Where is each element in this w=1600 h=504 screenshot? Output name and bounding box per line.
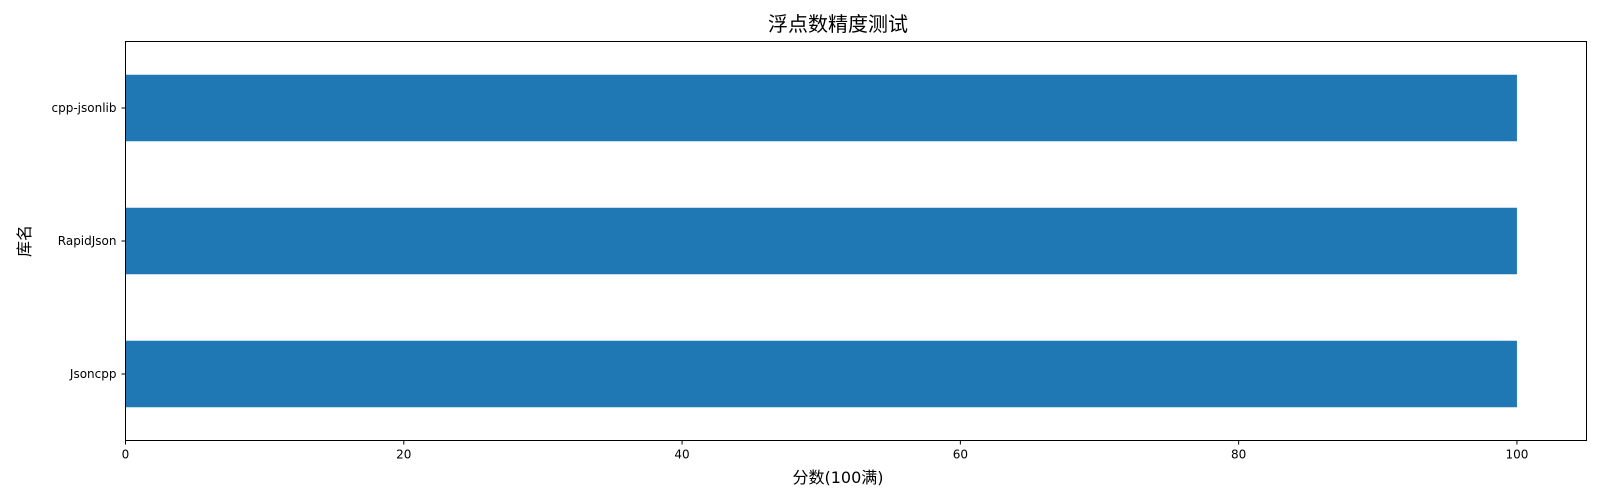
plot-area-frame	[125, 41, 1587, 441]
y-axis-label: 库名	[15, 225, 34, 257]
x-axis-label: 分数(100满)	[792, 468, 883, 487]
x-tick-label: 0	[122, 448, 130, 462]
x-axis-ticks: 0 20 40 60 80 100	[122, 440, 1528, 462]
bar-cpp-jsonlib	[125, 74, 1517, 142]
bars-layer	[125, 74, 1517, 408]
x-tick-label: 40	[674, 448, 689, 462]
chart-title: 浮点数精度测试	[768, 12, 908, 36]
y-tick-label: cpp-jsonlib	[52, 101, 117, 115]
y-tick-label: RapidJson	[58, 234, 117, 248]
x-tick-label: 80	[1231, 448, 1246, 462]
bar-rapidjson	[125, 207, 1517, 275]
x-tick-label: 60	[953, 448, 968, 462]
y-axis-ticks: Jsoncpp RapidJson cpp-jsonlib	[52, 101, 126, 381]
x-tick-label: 20	[396, 448, 411, 462]
x-tick-label: 100	[1505, 448, 1528, 462]
bar-jsoncpp	[125, 340, 1517, 408]
y-tick-label: Jsoncpp	[69, 367, 117, 381]
